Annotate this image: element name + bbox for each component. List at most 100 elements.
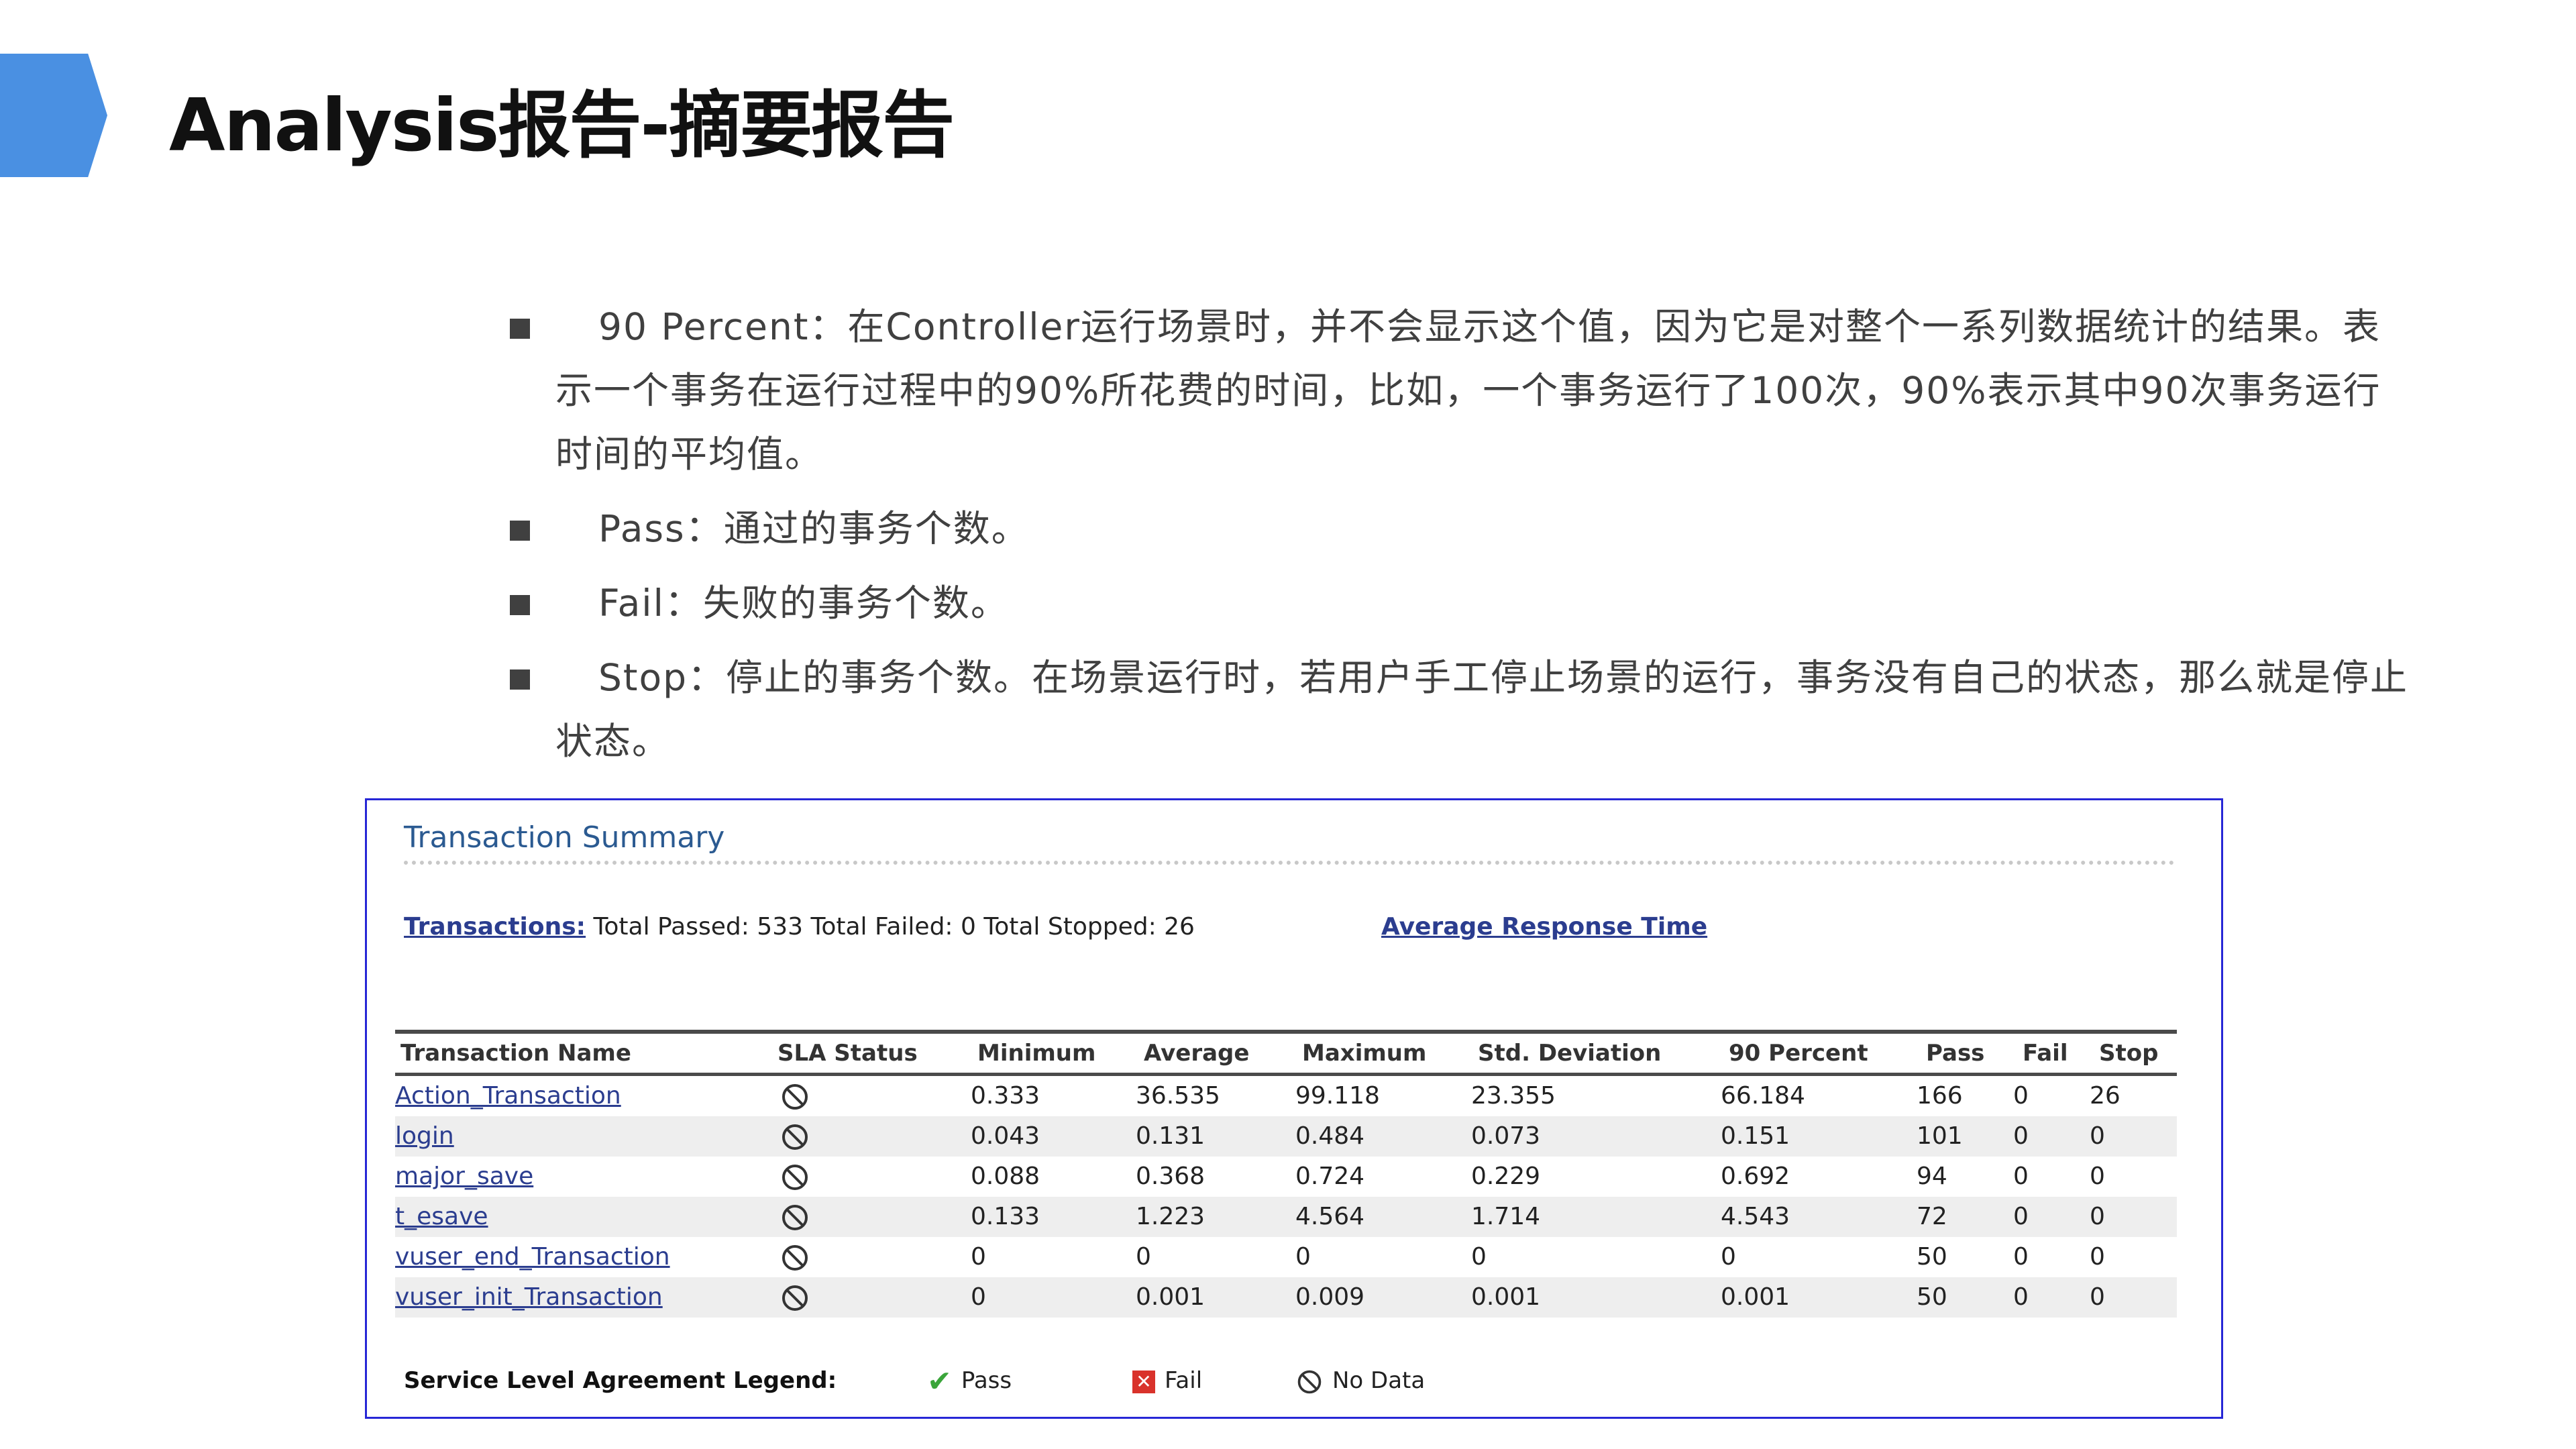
header-sla-status: SLA Status	[777, 1040, 918, 1067]
minimum-value: 0.088	[971, 1163, 1040, 1190]
average-value: 0.131	[1136, 1122, 1205, 1150]
stop-value: 0	[2090, 1243, 2105, 1271]
table-row: major_save 0.088 0.368 0.724 0.229 0.692…	[395, 1157, 2177, 1197]
transaction-summary-panel: Transaction Summary Transactions: Total …	[365, 798, 2223, 1419]
maximum-value: 0.009	[1295, 1283, 1365, 1311]
table-row: vuser_init_Transaction 0 0.001 0.009 0.0…	[395, 1277, 2177, 1318]
header-maximum: Maximum	[1302, 1040, 1427, 1067]
square-bullet-icon	[510, 669, 530, 690]
no-data-icon	[780, 1116, 810, 1157]
std-deviation-value: 0.001	[1471, 1283, 1541, 1311]
no-data-icon	[780, 1076, 810, 1116]
minimum-value: 0.133	[971, 1203, 1040, 1230]
stop-value: 0	[2090, 1203, 2105, 1230]
stop-value: 26	[2090, 1082, 2121, 1110]
page-title: Analysis报告-摘要报告	[169, 84, 955, 168]
average-response-time-label[interactable]: Average Response Time	[1381, 913, 1708, 941]
header-fail: Fail	[2023, 1040, 2068, 1067]
std-deviation-value: 0.073	[1471, 1122, 1541, 1150]
fail-value: 0	[2013, 1163, 2029, 1190]
stop-value: 0	[2090, 1163, 2105, 1190]
maximum-value: 4.564	[1295, 1203, 1365, 1230]
check-icon: ✔	[927, 1364, 952, 1399]
average-response-time-link[interactable]: Average Response Time	[1381, 913, 1707, 941]
table-row: Action_Transaction 0.333 36.535 99.118 2…	[395, 1076, 2177, 1116]
header-transaction-name: Transaction Name	[400, 1040, 631, 1067]
no-data-icon	[780, 1237, 810, 1277]
transaction-name-link[interactable]: Action_Transaction	[395, 1082, 621, 1110]
header-minimum: Minimum	[977, 1040, 1096, 1067]
transaction-name-link[interactable]: major_save	[395, 1163, 534, 1190]
bullet-label: Fail	[598, 582, 665, 625]
summary-text: Total Passed: 533 Total Failed: 0 Total …	[593, 913, 1195, 941]
fail-value: 0	[2013, 1283, 2029, 1311]
summary-line: Transactions: Total Passed: 533 Total Fa…	[404, 913, 1195, 941]
pass-value: 50	[1917, 1283, 1947, 1311]
p90-value: 4.543	[1721, 1203, 1790, 1230]
minimum-value: 0	[971, 1283, 986, 1311]
average-value: 0.001	[1136, 1283, 1205, 1311]
pass-value: 101	[1917, 1122, 1963, 1150]
average-value: 0.368	[1136, 1163, 1205, 1190]
bullet-text: ：停止的事务个数。在场景运行时，若用户手工停止场景的运行，事务没有自己的状态，那…	[555, 656, 2409, 763]
p90-value: 0.001	[1721, 1283, 1790, 1311]
std-deviation-value: 1.714	[1471, 1203, 1541, 1230]
table-row: t_esave 0.133 1.223 4.564 1.714 4.543 72…	[395, 1197, 2177, 1237]
p90-value: 66.184	[1721, 1082, 1805, 1110]
square-bullet-icon	[510, 319, 530, 339]
transaction-name-link[interactable]: vuser_end_Transaction	[395, 1243, 670, 1271]
fail-value: 0	[2013, 1203, 2029, 1230]
p90-value: 0	[1721, 1243, 1736, 1271]
legend-no-data-label: No Data	[1332, 1367, 1426, 1394]
average-value: 36.535	[1136, 1082, 1220, 1110]
header-90-percent: 90 Percent	[1729, 1040, 1868, 1067]
transaction-name-link[interactable]: login	[395, 1122, 454, 1150]
average-value: 0	[1136, 1243, 1151, 1271]
transaction-table: Transaction Name SLA Status Minimum Aver…	[395, 1030, 2177, 1318]
maximum-value: 0	[1295, 1243, 1311, 1271]
bullet-label: Stop	[598, 656, 688, 699]
no-data-icon	[780, 1197, 810, 1237]
header-average: Average	[1144, 1040, 1250, 1067]
legend-pass-label: Pass	[961, 1367, 1012, 1394]
no-data-icon	[780, 1277, 810, 1318]
pass-value: 50	[1917, 1243, 1947, 1271]
minimum-value: 0	[971, 1243, 986, 1271]
legend-fail: ✕ Fail	[1132, 1360, 1202, 1401]
transactions-link[interactable]: Transactions:	[404, 913, 586, 941]
pass-value: 94	[1917, 1163, 1947, 1190]
fail-value: 0	[2013, 1243, 2029, 1271]
bullet-text: ：通过的事务个数。	[685, 507, 1030, 550]
std-deviation-value: 23.355	[1471, 1082, 1556, 1110]
average-value: 1.223	[1136, 1203, 1205, 1230]
dotted-divider	[404, 861, 2175, 865]
stop-value: 0	[2090, 1122, 2105, 1150]
bullet-item-90-percent: 90 Percent：在Controller运行场景时，并不会显示这个值，因为它…	[504, 295, 2410, 486]
sla-legend: Service Level Agreement Legend: ✔ Pass ✕ F…	[404, 1360, 2148, 1401]
bullet-item-stop: Stop：停止的事务个数。在场景运行时，若用户手工停止场景的运行，事务没有自己的…	[504, 646, 2410, 773]
header-std-deviation: Std. Deviation	[1478, 1040, 1662, 1067]
bullet-list: 90 Percent：在Controller运行场景时，并不会显示这个值，因为它…	[504, 295, 2410, 784]
legend-title: Service Level Agreement Legend:	[404, 1367, 837, 1394]
header-pass: Pass	[1926, 1040, 1985, 1067]
transaction-name-link[interactable]: vuser_init_Transaction	[395, 1283, 663, 1311]
minimum-value: 0.043	[971, 1122, 1040, 1150]
no-data-icon	[1297, 1370, 1322, 1393]
p90-value: 0.692	[1721, 1163, 1790, 1190]
chevron-decoration	[0, 54, 107, 177]
std-deviation-value: 0	[1471, 1243, 1487, 1271]
minimum-value: 0.333	[971, 1082, 1040, 1110]
p90-value: 0.151	[1721, 1122, 1790, 1150]
fail-x-icon: ✕	[1132, 1370, 1155, 1393]
header-stop: Stop	[2099, 1040, 2159, 1067]
table-row: login 0.043 0.131 0.484 0.073 0.151 101 …	[395, 1116, 2177, 1157]
maximum-value: 0.724	[1295, 1163, 1365, 1190]
bullet-label: 90 Percent	[598, 305, 810, 348]
square-bullet-icon	[510, 521, 530, 541]
maximum-value: 0.484	[1295, 1122, 1365, 1150]
fail-value: 0	[2013, 1082, 2029, 1110]
legend-no-data: No Data	[1296, 1360, 1425, 1401]
stop-value: 0	[2090, 1283, 2105, 1311]
transaction-name-link[interactable]: t_esave	[395, 1203, 488, 1230]
table-header: Transaction Name SLA Status Minimum Aver…	[395, 1030, 2177, 1076]
